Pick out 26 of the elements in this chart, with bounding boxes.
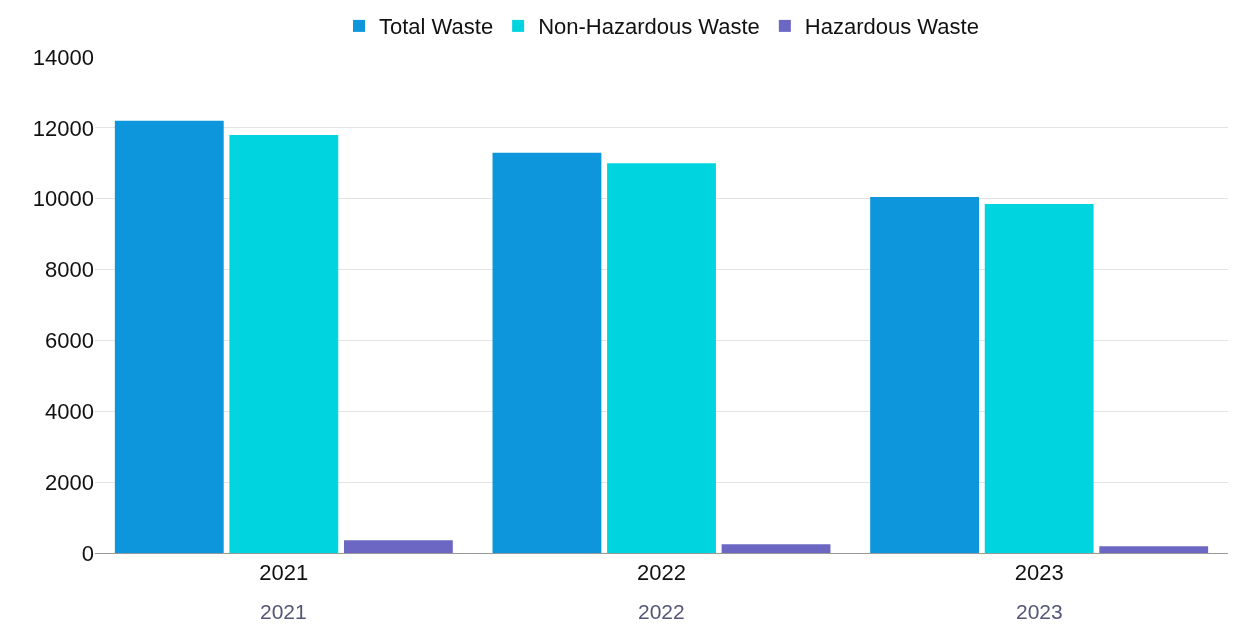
bar	[114, 120, 224, 553]
text: 2023	[1016, 600, 1063, 623]
legend-label: Non-Hazardous Waste	[538, 14, 760, 40]
bar	[721, 544, 831, 553]
bar	[607, 163, 716, 553]
x-tick-label: 2022	[637, 560, 686, 586]
y-tick-label: 8000	[45, 257, 94, 283]
bar	[870, 196, 980, 553]
legend-label: Total Waste	[379, 14, 494, 40]
bar	[229, 134, 339, 553]
text: 2022	[638, 600, 685, 623]
bar	[492, 152, 602, 553]
bar	[984, 204, 1094, 553]
y-tick-label: 2000	[45, 469, 94, 495]
text: 2021	[260, 600, 307, 623]
y-tick-label: 14000	[32, 44, 94, 70]
bar	[343, 540, 453, 553]
y-tick-label: 10000	[32, 186, 94, 212]
y-tick-label: 4000	[45, 398, 94, 424]
x-tick-label: 2021	[259, 560, 309, 586]
y-tick-label: 6000	[45, 328, 94, 354]
x-tick-label: 2023	[1014, 560, 1064, 586]
y-tick-label: 12000	[32, 115, 94, 141]
legend-label: Hazardous Waste	[804, 14, 979, 40]
bar	[1099, 546, 1209, 553]
y-tick-label: 0	[81, 540, 94, 566]
